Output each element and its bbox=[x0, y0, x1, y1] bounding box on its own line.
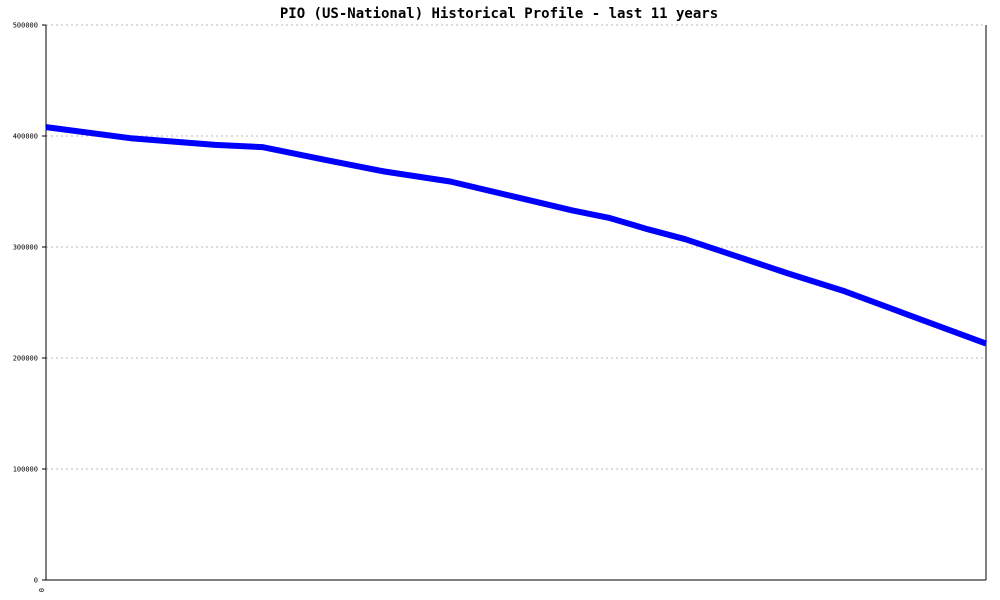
y-tick-label: 200000 bbox=[13, 355, 38, 363]
chart-title: PIO (US-National) Historical Profile - l… bbox=[280, 6, 718, 22]
y-tick-label: 0 bbox=[34, 577, 38, 585]
series-line bbox=[45, 124, 988, 347]
axes bbox=[42, 24, 987, 581]
series-layer bbox=[45, 124, 988, 347]
y-tick-label: 500000 bbox=[13, 22, 38, 30]
y-tick-label: 300000 bbox=[13, 244, 38, 252]
x-tick-label: 0 bbox=[38, 588, 46, 592]
y-tick-label: 400000 bbox=[13, 133, 38, 141]
grid-lines bbox=[46, 24, 986, 470]
y-tick-label: 100000 bbox=[13, 466, 38, 474]
tick-labels: 0 100000 200000 300000 400000 500000 0 bbox=[13, 22, 46, 593]
